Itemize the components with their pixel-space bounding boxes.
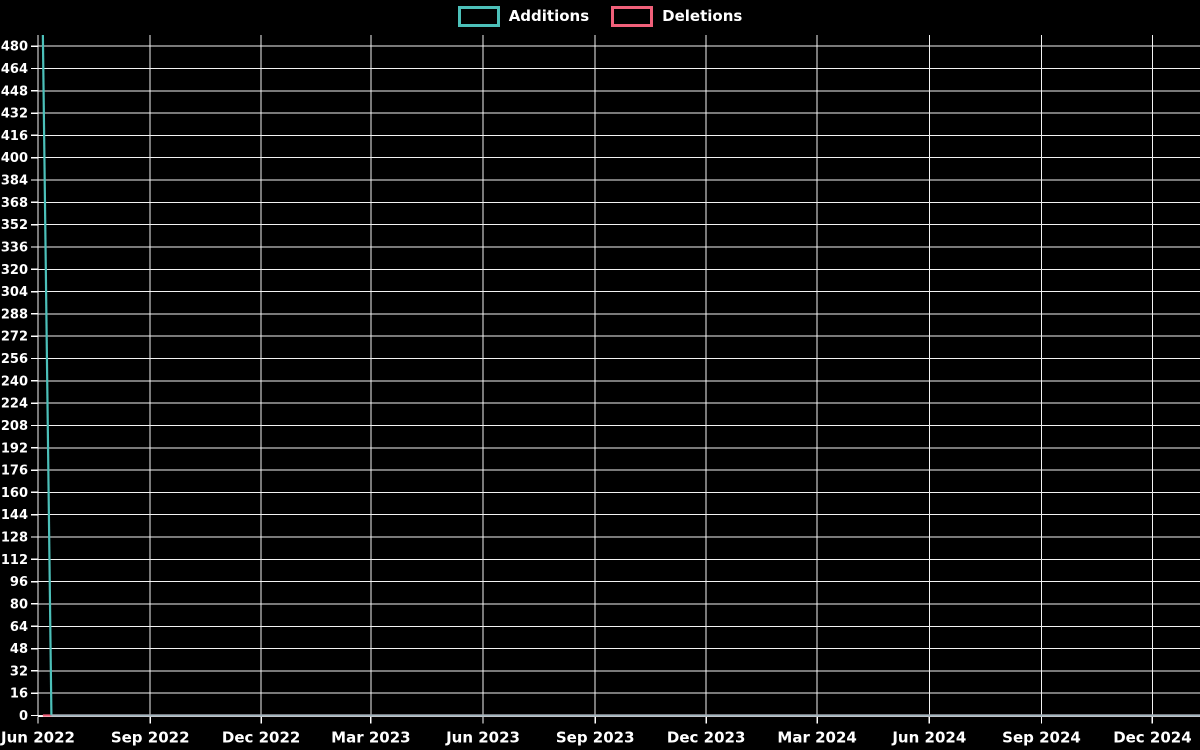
x-tick-label: Sep 2023 [556,729,635,747]
legend-item-additions[interactable]: Additions [457,6,590,27]
y-tick-label: 256 [1,352,28,367]
y-tick-label: 80 [10,597,28,612]
legend-item-deletions[interactable]: Deletions [611,6,742,27]
y-tick-label: 144 [1,508,28,523]
chart-legend: Additions Deletions [0,6,1200,27]
y-tick-label: 368 [1,196,28,211]
y-tick-label: 448 [1,84,28,99]
y-tick-label: 320 [1,263,28,278]
x-tick-label: Jun 2024 [891,729,966,747]
y-tick-label: 224 [1,397,28,412]
y-tick-label: 16 [10,687,28,702]
y-tick-label: 464 [1,62,28,77]
y-tick-label: 48 [10,642,28,657]
additions-swatch-icon [457,6,500,27]
y-tick-label: 272 [1,330,28,345]
series-line-additions-segment [41,34,53,716]
y-tick-label: 64 [10,620,28,635]
y-tick-label: 32 [10,664,28,679]
y-tick-label: 304 [1,285,28,300]
legend-label-additions: Additions [508,7,590,25]
legend-label-deletions: Deletions [662,7,743,25]
y-tick-label: 336 [1,240,28,255]
y-tick-label: 160 [1,486,28,501]
y-tick-label: 192 [1,441,28,456]
x-tick-label: Jun 2022 [0,729,75,747]
x-tick-label: Dec 2022 [222,729,301,747]
y-tick-label: 128 [1,531,28,546]
y-tick-label: 352 [1,218,28,233]
y-tick-label: 208 [1,419,28,434]
x-tick-label: Sep 2024 [1002,729,1081,747]
x-tick-label: Mar 2023 [331,729,410,747]
x-tick-label: Sep 2022 [111,729,190,747]
x-tick-label: Dec 2024 [1113,729,1192,747]
y-tick-label: 240 [1,374,28,389]
deletions-swatch-icon [611,6,654,27]
y-tick-label: 384 [1,174,28,189]
y-tick-label: 432 [1,107,28,122]
y-tick-label: 96 [10,575,28,590]
y-tick-label: 416 [1,129,28,144]
y-tick-label: 400 [1,151,28,166]
y-tick-label: 288 [1,307,28,322]
y-tick-label: 112 [1,553,28,568]
x-tick-label: Dec 2023 [667,729,746,747]
x-tick-label: Jun 2023 [445,729,520,747]
y-tick-label: 480 [1,40,28,55]
y-tick-label: 176 [1,464,28,479]
x-tick-label: Mar 2024 [777,729,856,747]
y-tick-label: 0 [19,709,28,724]
